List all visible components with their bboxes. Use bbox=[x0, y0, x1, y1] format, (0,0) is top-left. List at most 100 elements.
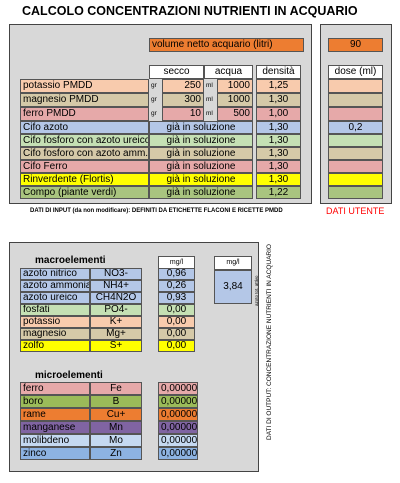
pmdd-densita: 1,30 bbox=[256, 93, 301, 107]
pmdd-secco: 10 bbox=[162, 107, 204, 121]
side-label: azoto tot. attivo bbox=[254, 275, 259, 306]
dose-input[interactable] bbox=[328, 134, 383, 147]
micro-value: 0,00000 bbox=[158, 447, 198, 460]
product-status: già in soluzione bbox=[149, 121, 253, 134]
header-secco: secco bbox=[149, 65, 204, 79]
macro-name: azoto nitrico bbox=[20, 268, 90, 280]
macro-name: zolfo bbox=[20, 340, 90, 352]
micro-name: boro bbox=[20, 395, 90, 408]
product-name: Cifo fosforo con azoto amm. bbox=[20, 147, 149, 160]
macro-value: 0,26 bbox=[158, 280, 195, 292]
product-densita: 1,30 bbox=[256, 121, 301, 134]
header-densita: densità bbox=[256, 65, 301, 79]
side-value: 3,84 bbox=[223, 281, 243, 292]
macro-formula: NO3- bbox=[90, 268, 142, 280]
micro-title: microelementi bbox=[35, 370, 103, 381]
macro-name: magnesio bbox=[20, 328, 90, 340]
header-acqua: acqua bbox=[204, 65, 253, 79]
micro-formula: Zn bbox=[90, 447, 142, 460]
product-densita: 1,30 bbox=[256, 147, 301, 160]
dose-input[interactable] bbox=[328, 173, 383, 186]
pmdd-name: ferro PMDD bbox=[20, 107, 149, 121]
product-status: già in soluzione bbox=[149, 160, 253, 173]
product-densita: 1,30 bbox=[256, 134, 301, 147]
product-name: Compo (piante verdi) bbox=[20, 186, 149, 199]
macro-formula: K+ bbox=[90, 316, 142, 328]
product-status: già in soluzione bbox=[149, 173, 253, 186]
pmdd-acqua: 500 bbox=[217, 107, 253, 121]
micro-value: 0,00000 bbox=[158, 382, 198, 395]
macro-value: 0,00 bbox=[158, 328, 195, 340]
macro-name: fosfati bbox=[20, 304, 90, 316]
volume-label: volume netto acquario (litri) bbox=[149, 38, 304, 52]
page-title: CALCOLO CONCENTRAZIONI NUTRIENTI IN ACQU… bbox=[22, 4, 358, 18]
macro-name: azoto ammoniacale bbox=[20, 280, 90, 292]
micro-value: 0,00000 bbox=[158, 395, 198, 408]
micro-value: 0,00000 bbox=[158, 421, 198, 434]
dose-input[interactable] bbox=[328, 107, 383, 121]
dose-input[interactable] bbox=[328, 160, 383, 173]
product-name: Rinverdente (Flortis) bbox=[20, 173, 149, 186]
unit-gr: gr bbox=[151, 82, 157, 89]
macro-formula: CH4N2O bbox=[90, 292, 142, 304]
product-name: Cifo Ferro bbox=[20, 160, 149, 173]
pmdd-densita: 1,00 bbox=[256, 107, 301, 121]
micro-name: molibdeno bbox=[20, 434, 90, 447]
macro-formula: NH4+ bbox=[90, 280, 142, 292]
product-status: già in soluzione bbox=[149, 147, 253, 160]
dose-input[interactable] bbox=[328, 79, 383, 93]
unit-ml: ml bbox=[206, 96, 213, 103]
micro-name: zinco bbox=[20, 447, 90, 460]
volume-input[interactable]: 90 bbox=[328, 38, 383, 52]
product-status: già in soluzione bbox=[149, 134, 253, 147]
micro-name: ferro bbox=[20, 382, 90, 395]
macro-value: 0,00 bbox=[158, 304, 195, 316]
macro-value: 0,96 bbox=[158, 268, 195, 280]
micro-formula: Mo bbox=[90, 434, 142, 447]
dose-input[interactable] bbox=[328, 147, 383, 160]
pmdd-secco: 250 bbox=[162, 79, 204, 93]
unit-gr: gr bbox=[151, 96, 157, 103]
macro-value: 0,00 bbox=[158, 340, 195, 352]
unit-ml: ml bbox=[206, 110, 213, 117]
micro-formula: B bbox=[90, 395, 142, 408]
macro-formula: Mg+ bbox=[90, 328, 142, 340]
output-note: DATI DI OUTPUT: CONCENTRAZIONE NUTRIENTI… bbox=[266, 244, 273, 440]
side-unit-header: mg/l bbox=[214, 256, 252, 270]
side-value-box: 3,84 bbox=[214, 270, 252, 304]
pmdd-acqua: 1000 bbox=[217, 93, 253, 107]
micro-value: 0,00000 bbox=[158, 408, 198, 421]
pmdd-acqua: 1000 bbox=[217, 79, 253, 93]
product-densita: 1,30 bbox=[256, 173, 301, 186]
macro-formula: PO4- bbox=[90, 304, 142, 316]
product-status: già in soluzione bbox=[149, 186, 253, 199]
macro-name: potassio bbox=[20, 316, 90, 328]
unit-gr: gr bbox=[151, 110, 157, 117]
pmdd-name: magnesio PMDD bbox=[20, 93, 149, 107]
dose-input[interactable] bbox=[328, 93, 383, 107]
dose-input[interactable] bbox=[328, 186, 383, 199]
header-dose: dose (ml) bbox=[328, 65, 383, 79]
unit-ml: ml bbox=[206, 82, 213, 89]
micro-formula: Cu+ bbox=[90, 408, 142, 421]
macro-name: azoto ureico bbox=[20, 292, 90, 304]
micro-value: 0,00000 bbox=[158, 434, 198, 447]
macro-title: macroelementi bbox=[35, 255, 106, 266]
macro-value: 0,00 bbox=[158, 316, 195, 328]
pmdd-densita: 1,25 bbox=[256, 79, 301, 93]
product-name: Cifo fosforo con azoto ureico bbox=[20, 134, 149, 147]
product-densita: 1,30 bbox=[256, 160, 301, 173]
dose-input[interactable]: 0,2 bbox=[328, 121, 383, 134]
micro-name: rame bbox=[20, 408, 90, 421]
user-note: DATI UTENTE bbox=[326, 206, 385, 216]
micro-formula: Fe bbox=[90, 382, 142, 395]
micro-formula: Mn bbox=[90, 421, 142, 434]
product-name: Cifo azoto bbox=[20, 121, 149, 134]
pmdd-secco: 300 bbox=[162, 93, 204, 107]
input-note: DATI DI INPUT (da non modificare): DEFIN… bbox=[30, 208, 283, 214]
product-densita: 1,22 bbox=[256, 186, 301, 199]
micro-name: manganese bbox=[20, 421, 90, 434]
macro-value: 0,93 bbox=[158, 292, 195, 304]
pmdd-name: potassio PMDD bbox=[20, 79, 149, 93]
macro-formula: S+ bbox=[90, 340, 142, 352]
